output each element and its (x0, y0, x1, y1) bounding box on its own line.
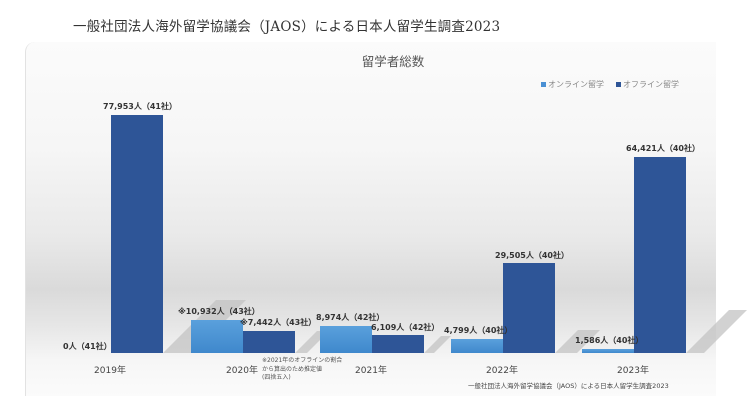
value-label-offline-2022: 29,505人（40社） (495, 251, 570, 260)
value-label-offline-2019: 77,953人（41社） (103, 102, 178, 111)
category-label-2021: 2021年 (355, 366, 387, 376)
value-label-offline-2023: 64,421人（40社） (626, 144, 701, 153)
bar-online-2020 (191, 320, 243, 353)
legend-swatch-online-icon (541, 82, 546, 87)
bar-offline-2021 (372, 335, 424, 353)
legend-swatch-offline-icon (616, 82, 621, 87)
document-title: 一般社団法人海外留学協議会（JAOS）による日本人留学生調査2023 (73, 19, 501, 35)
bar-offline-2022 (503, 263, 555, 353)
category-label-2020: 2020年 (226, 366, 258, 376)
value-label-online-2022: 4,799人（40社） (444, 326, 513, 335)
source-caption: 一般社団法人海外留学協議会（JAOS）による日本人留学生調査2023 (468, 382, 669, 390)
chart-legend: オンライン留学 オフライン留学 (541, 79, 679, 90)
legend-item-online: オンライン留学 (541, 79, 604, 90)
category-label-2023: 2023年 (617, 366, 649, 376)
bar-offline-2020 (243, 331, 295, 353)
bar-online-2021 (320, 326, 372, 353)
value-label-online-2021: 8,974人（42社） (316, 313, 385, 322)
legend-label-online: オンライン留学 (548, 80, 604, 89)
value-label-online-2020: ※10,932人（43社） (178, 307, 260, 316)
estimate-footnote: ※2021年のオフラインの割合 から算出のため推定値 (四捨五入) (262, 357, 343, 381)
bar-online-2023 (582, 349, 634, 353)
value-label-offline-2021: 6,109人（42社） (371, 323, 440, 332)
value-label-online-2019: 0人（41社） (63, 342, 112, 351)
legend-item-offline: オフライン留学 (616, 79, 679, 90)
bar-offline-2023 (634, 157, 686, 353)
legend-label-offline: オフライン留学 (623, 80, 679, 89)
chart-title: 留学者総数 (361, 54, 425, 69)
bar-offline-2019 (111, 115, 163, 353)
category-label-2022: 2022年 (486, 366, 518, 376)
value-label-online-2023: 1,586人（40社） (575, 336, 644, 345)
bar-online-2022 (451, 339, 503, 353)
value-label-offline-2020: ※7,442人（43社） (240, 318, 317, 327)
category-label-2019: 2019年 (94, 366, 126, 376)
